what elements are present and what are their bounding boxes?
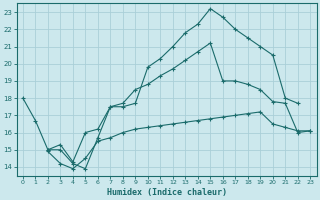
X-axis label: Humidex (Indice chaleur): Humidex (Indice chaleur) (107, 188, 227, 197)
